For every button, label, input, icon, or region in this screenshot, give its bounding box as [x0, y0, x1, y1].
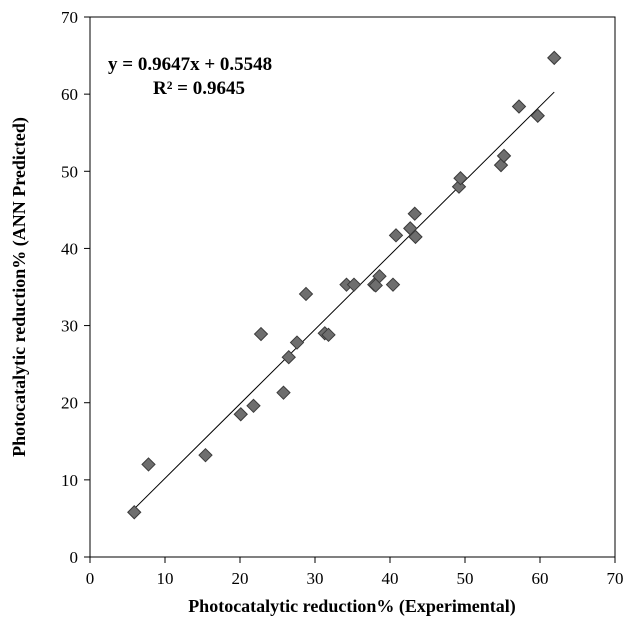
data-point	[141, 457, 156, 472]
x-tick-label: 70	[607, 569, 624, 588]
data-point	[276, 385, 291, 400]
data-point	[453, 171, 468, 186]
data-point	[298, 286, 314, 302]
data-point	[198, 447, 213, 463]
data-point	[407, 206, 422, 221]
data-point	[246, 398, 261, 414]
data-points	[127, 50, 562, 520]
data-point	[408, 229, 423, 245]
data-point	[321, 327, 336, 343]
trendline	[133, 91, 555, 510]
x-tick-label: 10	[157, 569, 174, 588]
data-point	[511, 99, 527, 114]
x-tick-label: 30	[307, 569, 324, 588]
data-point	[233, 407, 248, 422]
y-tick-label: 30	[61, 317, 78, 336]
y-tick-label: 70	[61, 8, 78, 27]
data-point	[127, 505, 142, 520]
x-tick-label: 60	[532, 569, 549, 588]
data-point	[403, 221, 418, 236]
data-point	[346, 277, 362, 292]
y-tick-label: 50	[61, 162, 78, 181]
x-tick-label: 50	[457, 569, 474, 588]
trendline-equation: y = 0.9647x + 0.5548	[108, 54, 272, 75]
data-point	[289, 335, 305, 350]
y-axis-title: Photocatalytic reduction% (ANN Predicted…	[9, 117, 30, 457]
y-axis: 0 10 20 30 40 50 60 70	[61, 8, 90, 567]
x-axis-title: Photocatalytic reduction% (Experimental)	[188, 596, 516, 617]
y-tick-label: 40	[61, 239, 78, 258]
r-squared-label: R² = 0.9645	[153, 78, 245, 99]
data-point	[253, 326, 269, 342]
y-tick-label: 60	[61, 85, 78, 104]
y-tick-label: 0	[70, 548, 79, 567]
x-tick-label: 20	[232, 569, 249, 588]
data-point	[530, 108, 545, 123]
y-tick-label: 20	[61, 394, 78, 413]
data-point	[388, 228, 404, 243]
data-point	[385, 277, 401, 292]
x-axis: 0 10 20 30 40 50 60 70	[86, 557, 624, 588]
x-tick-label: 0	[86, 569, 95, 588]
data-point	[496, 148, 512, 164]
y-tick-label: 10	[61, 471, 78, 490]
data-point	[281, 349, 296, 365]
data-point	[547, 50, 562, 66]
data-point	[372, 268, 387, 284]
x-tick-label: 40	[382, 569, 399, 588]
